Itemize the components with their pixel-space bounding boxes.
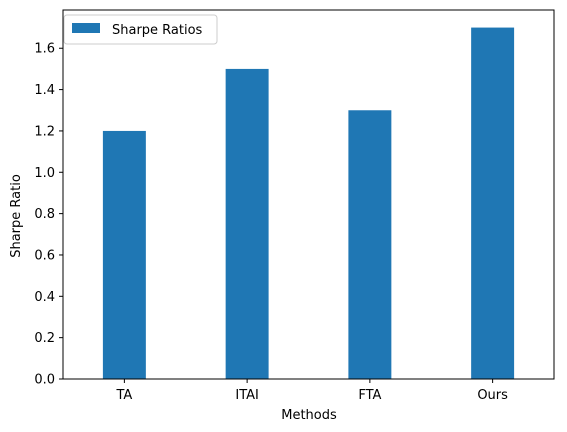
- legend: Sharpe Ratios: [63, 14, 218, 45]
- y-tick-label: 0.6: [34, 248, 55, 263]
- x-tick-label: ITAI: [235, 388, 259, 403]
- y-tick-label: 1.6: [34, 42, 55, 57]
- x-tick-label: Ours: [477, 388, 508, 403]
- y-tick-label: 0.8: [34, 207, 55, 222]
- y-tick-label: 0.2: [34, 331, 55, 346]
- bar-ta: [102, 130, 146, 379]
- y-tick-label: 1.2: [34, 124, 55, 139]
- bar-fta: [348, 110, 392, 380]
- bars-group: [102, 27, 515, 380]
- y-tick-label: 0.4: [34, 290, 55, 305]
- y-tick-label: 1.0: [34, 166, 55, 181]
- bar-ours: [471, 27, 515, 379]
- legend-swatch: [72, 23, 100, 33]
- y-axis-label: Sharpe Ratio: [9, 174, 24, 258]
- x-axis-label: Methods: [281, 408, 337, 423]
- legend-frame: [63, 14, 218, 45]
- bar-itai: [225, 68, 269, 380]
- x-tick-label: TA: [115, 388, 132, 403]
- legend-label: Sharpe Ratios: [112, 23, 203, 38]
- x-tick-label: FTA: [358, 388, 381, 403]
- y-axis-ticks: 0.0 0.2 0.4 0.6 0.8 1.0 1.2 1.4 1.6: [34, 42, 63, 388]
- y-tick-label: 1.4: [34, 83, 55, 98]
- plot-frame: [62, 9, 555, 380]
- y-tick-label: 0.0: [34, 373, 55, 388]
- x-axis-ticks: TA ITAI FTA Ours: [115, 379, 508, 403]
